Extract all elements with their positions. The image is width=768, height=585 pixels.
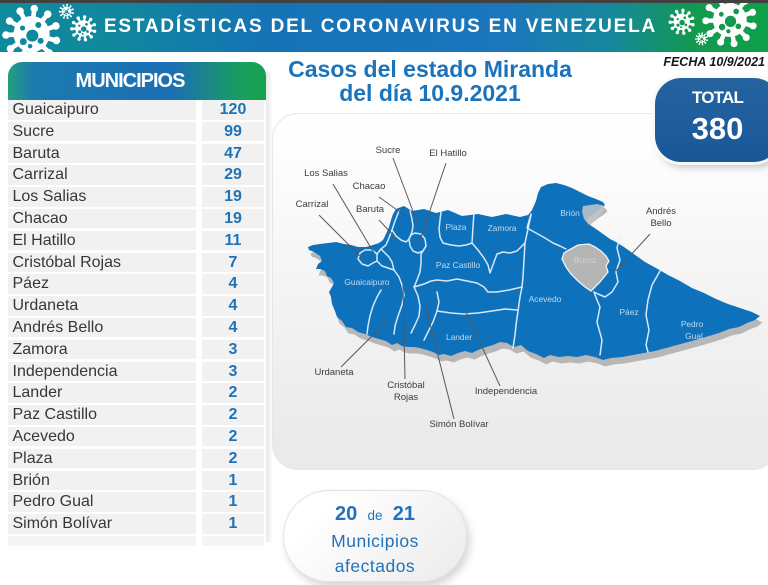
svg-text:Zamora: Zamora — [488, 223, 517, 233]
svg-text:Pedro: Pedro — [681, 319, 704, 329]
svg-text:Urdaneta: Urdaneta — [314, 367, 354, 378]
svg-text:Carrizal: Carrizal — [296, 199, 329, 210]
svg-text:Bello: Bello — [650, 218, 671, 229]
svg-text:Simón Bolívar: Simón Bolívar — [429, 419, 488, 430]
svg-text:Rojas: Rojas — [394, 392, 419, 403]
svg-text:Buroz: Buroz — [574, 255, 596, 265]
svg-text:Los Salias: Los Salias — [304, 168, 348, 179]
svg-text:Independencia: Independencia — [475, 386, 538, 397]
svg-text:Gual: Gual — [685, 331, 703, 341]
svg-text:Sucre: Sucre — [376, 145, 401, 156]
svg-text:Brión: Brión — [560, 208, 580, 218]
svg-text:Andrés: Andrés — [646, 206, 676, 217]
svg-text:Plaza: Plaza — [446, 222, 467, 232]
svg-text:Guaicaipuro: Guaicaipuro — [344, 277, 390, 287]
svg-text:Paz Castillo: Paz Castillo — [436, 260, 481, 270]
svg-text:El Hatillo: El Hatillo — [429, 148, 467, 159]
svg-text:Baruta: Baruta — [356, 204, 385, 215]
svg-text:Páez: Páez — [619, 307, 638, 317]
svg-text:Chacao: Chacao — [353, 181, 386, 192]
svg-text:Acevedo: Acevedo — [529, 294, 562, 304]
svg-text:Lander: Lander — [446, 332, 472, 342]
svg-text:Cristóbal: Cristóbal — [387, 380, 425, 391]
